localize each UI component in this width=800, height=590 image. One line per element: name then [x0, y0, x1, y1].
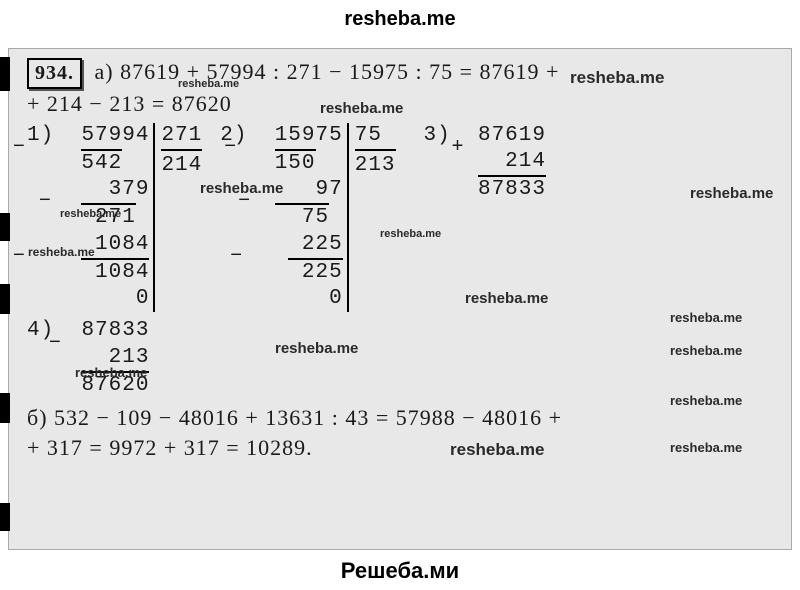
page-header: resheba.me: [0, 8, 800, 31]
expr-a1: а) 87619 + 57994 : 271 − 15975 : 75 = 87…: [95, 59, 560, 84]
calc2-r5: 0: [220, 286, 342, 312]
calc-4: 4) 87833 − 213 87620: [27, 318, 149, 399]
line-a2: + 214 − 213 = 87620: [27, 89, 773, 119]
calc1-r3: 1084: [27, 232, 149, 258]
left-margin-bar: [0, 393, 10, 423]
calc1-r5: 0: [27, 286, 149, 312]
calc3-a: 87619: [478, 124, 546, 147]
left-margin-bar: [0, 284, 10, 314]
calc-2: 2) 15975 −150 97 − 75 225 − 225 0 75 213: [220, 123, 395, 313]
math-content: 934. а) 87619 + 57994 : 271 − 15975 : 75…: [8, 48, 792, 550]
left-margin-bar: [0, 57, 10, 91]
calc1-quotient: 214: [161, 149, 202, 179]
calc-row-1: 1) 57994 −542 379 − 271 1084 − 1084 0 27…: [27, 123, 773, 313]
left-margin-bar: [0, 503, 10, 531]
calc-3: 3) 87619 + 214 87833: [424, 123, 546, 204]
calc4-res: 87620: [81, 371, 149, 399]
calc1-r0: 542: [81, 149, 122, 177]
calc3-label: 3): [424, 124, 451, 147]
calc2-r2: 75: [275, 203, 329, 231]
calc-1: 1) 57994 −542 379 − 271 1084 − 1084 0 27…: [27, 123, 202, 313]
calc4-b: 213: [81, 346, 149, 369]
calc1-r4: 1084: [81, 258, 149, 286]
calc3-b: 214: [478, 150, 546, 173]
calc1-divisor: 271: [161, 123, 202, 149]
calc1-label: 1): [27, 124, 54, 147]
problem-number-box: 934.: [27, 58, 82, 89]
calc2-dividend: 15975: [275, 124, 343, 147]
calc3-sum: 87833: [478, 175, 546, 203]
calc2-r0: 150: [275, 149, 316, 177]
calc2-r4: 225: [288, 258, 342, 286]
line-b1: б) 532 − 109 − 48016 + 13631 : 43 = 5798…: [27, 403, 773, 433]
calc2-quotient: 213: [355, 149, 396, 179]
line-b2: + 317 = 9972 + 317 = 10289.: [27, 433, 773, 463]
calc4-a: 87833: [81, 319, 149, 342]
calc1-dividend: 57994: [81, 124, 149, 147]
page-footer: Решеба.ми: [0, 558, 800, 584]
line-a1: 934. а) 87619 + 57994 : 271 − 15975 : 75…: [27, 57, 773, 89]
calc1-r2: 271: [81, 203, 135, 231]
left-margin-bar: [0, 213, 10, 241]
calc2-divisor: 75: [355, 123, 396, 149]
